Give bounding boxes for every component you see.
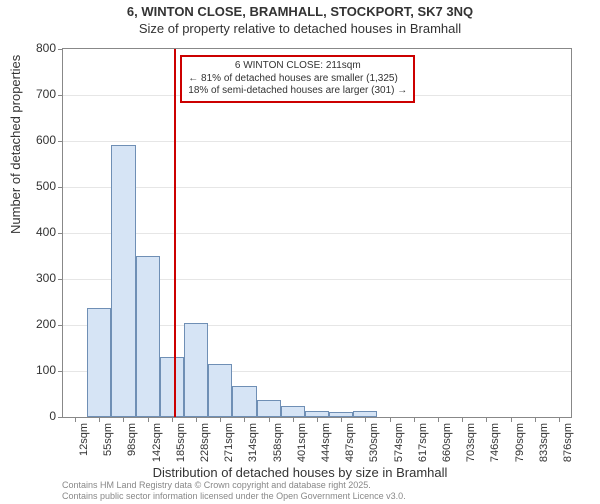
footer-attribution: Contains HM Land Registry data © Crown c… <box>62 480 406 502</box>
xtick-mark <box>148 417 149 422</box>
histogram-bar <box>257 400 281 417</box>
xtick-label: 401sqm <box>296 423 308 462</box>
xtick-mark <box>99 417 100 422</box>
xtick-label: 660sqm <box>441 423 453 462</box>
footer-line: Contains public sector information licen… <box>62 491 406 502</box>
xtick-mark <box>559 417 560 422</box>
gridline <box>63 141 571 142</box>
xtick-mark <box>341 417 342 422</box>
ytick-mark <box>58 417 63 418</box>
ytick-label: 500 <box>16 179 56 193</box>
xtick-label: 185sqm <box>175 423 187 462</box>
xtick-label: 12sqm <box>78 423 90 456</box>
x-axis-label: Distribution of detached houses by size … <box>0 465 600 480</box>
ytick-label: 200 <box>16 317 56 331</box>
xtick-mark <box>390 417 391 422</box>
xtick-label: 790sqm <box>514 423 526 462</box>
xtick-label: 617sqm <box>417 423 429 462</box>
ytick-mark <box>58 187 63 188</box>
xtick-mark <box>317 417 318 422</box>
xtick-label: 703sqm <box>465 423 477 462</box>
xtick-label: 314sqm <box>247 423 259 462</box>
plot-area: 6 WINTON CLOSE: 211sqm← 81% of detached … <box>62 48 572 418</box>
xtick-mark <box>293 417 294 422</box>
ytick-label: 100 <box>16 363 56 377</box>
xtick-mark <box>269 417 270 422</box>
gridline <box>63 187 571 188</box>
xtick-mark <box>220 417 221 422</box>
histogram-bar <box>136 256 160 417</box>
histogram-bar <box>87 308 111 417</box>
annotation-box: 6 WINTON CLOSE: 211sqm← 81% of detached … <box>180 55 415 103</box>
xtick-label: 98sqm <box>126 423 138 456</box>
xtick-mark <box>365 417 366 422</box>
chart-title: 6, WINTON CLOSE, BRAMHALL, STOCKPORT, SK… <box>0 4 600 19</box>
xtick-label: 228sqm <box>199 423 211 462</box>
ytick-label: 0 <box>16 409 56 423</box>
xtick-mark <box>75 417 76 422</box>
xtick-label: 876sqm <box>562 423 574 462</box>
ytick-label: 700 <box>16 87 56 101</box>
xtick-label: 358sqm <box>272 423 284 462</box>
histogram-bar <box>208 364 232 417</box>
xtick-mark <box>511 417 512 422</box>
ytick-mark <box>58 371 63 372</box>
ytick-label: 400 <box>16 225 56 239</box>
xtick-label: 444sqm <box>320 423 332 462</box>
xtick-label: 833sqm <box>538 423 550 462</box>
xtick-mark <box>196 417 197 422</box>
ytick-label: 600 <box>16 133 56 147</box>
annotation-title: 6 WINTON CLOSE: 211sqm <box>188 60 407 73</box>
footer-line: Contains HM Land Registry data © Crown c… <box>62 480 406 491</box>
annotation-line: ← 81% of detached houses are smaller (1,… <box>188 73 407 86</box>
ytick-mark <box>58 279 63 280</box>
chart-subtitle: Size of property relative to detached ho… <box>0 21 600 36</box>
histogram-bar <box>111 145 135 417</box>
xtick-label: 574sqm <box>393 423 405 462</box>
histogram-bar <box>232 386 256 417</box>
xtick-mark <box>462 417 463 422</box>
xtick-label: 271sqm <box>223 423 235 462</box>
gridline <box>63 233 571 234</box>
xtick-label: 487sqm <box>344 423 356 462</box>
ytick-mark <box>58 233 63 234</box>
annotation-line: 18% of semi-detached houses are larger (… <box>188 85 407 98</box>
xtick-mark <box>438 417 439 422</box>
ytick-label: 800 <box>16 41 56 55</box>
xtick-label: 530sqm <box>368 423 380 462</box>
xtick-mark <box>414 417 415 422</box>
ytick-label: 300 <box>16 271 56 285</box>
histogram-bar <box>160 357 184 417</box>
xtick-mark <box>123 417 124 422</box>
chart-container: 6, WINTON CLOSE, BRAMHALL, STOCKPORT, SK… <box>0 4 600 504</box>
ytick-mark <box>58 325 63 326</box>
ytick-mark <box>58 95 63 96</box>
xtick-label: 746sqm <box>489 423 501 462</box>
histogram-bar <box>184 323 208 417</box>
xtick-mark <box>244 417 245 422</box>
xtick-label: 142sqm <box>151 423 163 462</box>
ytick-mark <box>58 49 63 50</box>
xtick-mark <box>535 417 536 422</box>
histogram-bar <box>281 406 305 417</box>
xtick-label: 55sqm <box>102 423 114 456</box>
ytick-mark <box>58 141 63 142</box>
marker-line <box>174 49 176 417</box>
xtick-mark <box>172 417 173 422</box>
xtick-mark <box>486 417 487 422</box>
